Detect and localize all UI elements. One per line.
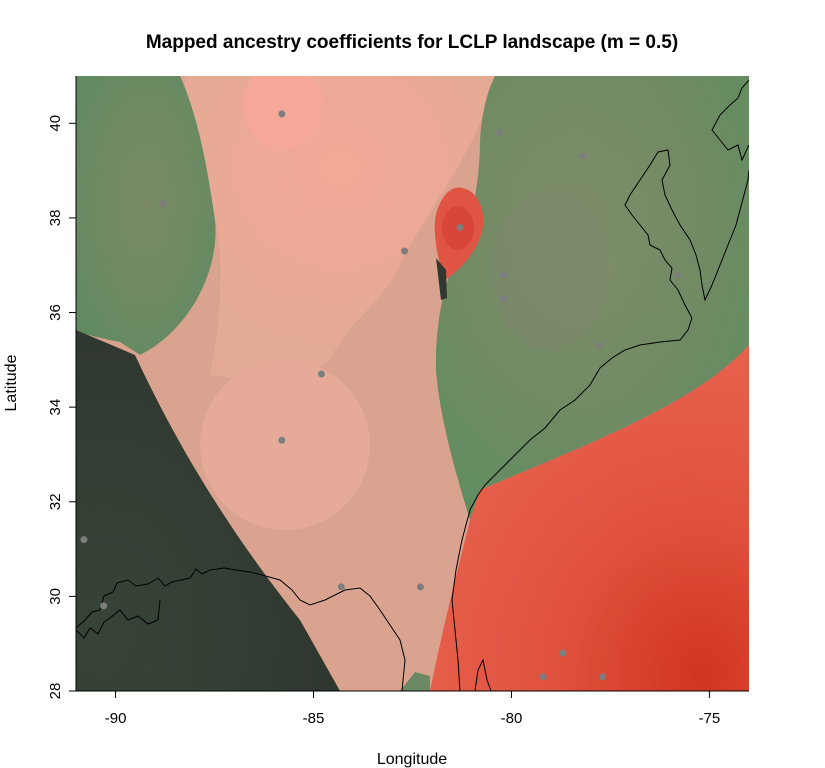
pink-upper-region (185, 76, 495, 378)
x-tick-label: -80 (501, 710, 523, 727)
red-se-region (430, 345, 749, 691)
y-tick-label: 28 (47, 683, 64, 700)
coastline-gulf (76, 567, 406, 691)
sample-point (278, 436, 286, 444)
sample-point (595, 342, 603, 350)
sample-point (278, 110, 286, 118)
sample-point (80, 536, 88, 544)
sample-point (159, 200, 167, 208)
y-axis-label: Latitude (3, 354, 20, 411)
pink-top-blob (243, 76, 323, 150)
x-tick-label: -85 (303, 710, 325, 727)
sample-point (317, 370, 325, 378)
y-axis-ticks: 28 30 32 34 36 38 40 (47, 115, 76, 699)
x-tick-label: -75 (699, 710, 721, 727)
x-tick-label: -90 (105, 710, 127, 727)
y-tick-label: 38 (47, 210, 64, 227)
dark-narrow-band (436, 258, 447, 300)
green-south-sliver (400, 672, 430, 691)
coastline-atlantic-fl (451, 484, 486, 691)
y-tick-label: 32 (47, 493, 64, 510)
coastline-northeast (711, 79, 749, 162)
sample-point (599, 673, 607, 681)
y-tick-label: 40 (47, 115, 64, 132)
sample-point (539, 673, 547, 681)
sample-point (401, 247, 409, 255)
y-tick-label: 30 (47, 588, 64, 605)
x-axis-ticks: -90 -85 -80 -75 (105, 691, 721, 727)
sample-point (674, 271, 682, 279)
sample-point (579, 152, 587, 160)
coastline-chesapeake (624, 149, 749, 319)
coastline-atlantic-se (484, 317, 693, 486)
x-axis-label: Longitude (377, 751, 447, 768)
chart-title: Mapped ancestry coefficients for LCLP la… (146, 32, 678, 53)
sample-point (500, 294, 508, 302)
pink-south-blob (200, 360, 370, 530)
sample-point (416, 583, 424, 591)
coastline-fl-tip (474, 658, 492, 691)
y-tick-label: 36 (47, 304, 64, 321)
y-tick-label: 34 (47, 399, 64, 416)
dark-sw-region (76, 330, 340, 691)
green-nw-region (76, 76, 216, 355)
sample-point (500, 271, 508, 279)
sample-point (100, 602, 108, 610)
sample-point (496, 129, 504, 137)
plot-area (76, 76, 749, 691)
sample-point (456, 223, 464, 231)
sample-point (337, 583, 345, 591)
green-ne-inner (490, 190, 610, 350)
sample-points-layer (80, 110, 682, 681)
sample-point (559, 649, 567, 657)
coastline-delta (76, 599, 161, 639)
